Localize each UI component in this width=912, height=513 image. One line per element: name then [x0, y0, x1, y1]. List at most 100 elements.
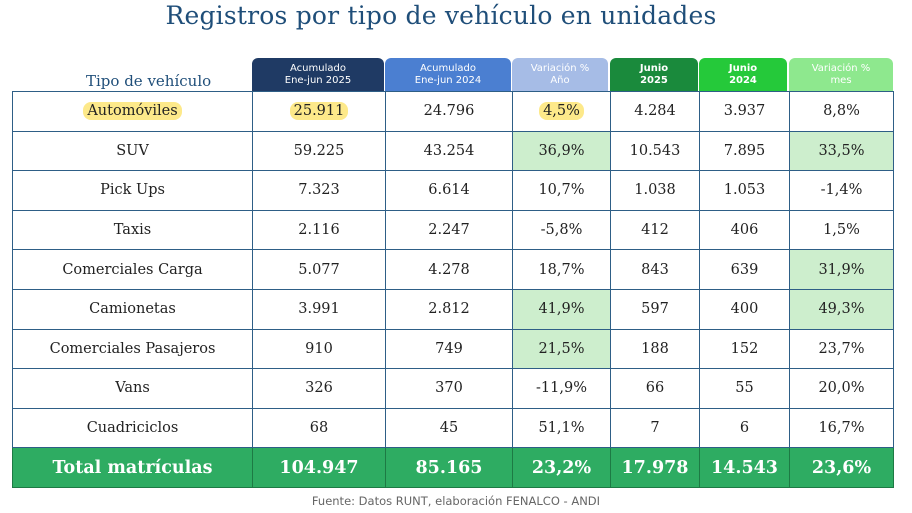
table-cell: 5.077: [252, 249, 386, 290]
value-highlight: 25.911: [289, 102, 349, 121]
table-cell: 188: [610, 328, 700, 370]
col-header-acumulado-2024: Acumulado Ene-jun 2024: [385, 58, 511, 92]
total-cell: 85.165: [385, 447, 513, 489]
col-header-line2: 2024: [729, 75, 757, 86]
table-row: Vans 326 370 -11,9% 66 55 20,0%: [12, 368, 894, 409]
table-row: Taxis 2.116 2.247 -5,8% 412 406 1,5%: [12, 209, 894, 251]
table-cell: 3.937: [699, 91, 790, 132]
col-header-line2: Ene-jun 2025: [284, 75, 352, 86]
row-label: Vans: [12, 368, 253, 409]
table-cell: 45: [385, 407, 513, 449]
table-cell: 43.254: [385, 130, 513, 172]
table-row: Camionetas 3.991 2.812 41,9% 597 400 49,…: [12, 288, 894, 330]
table-cell-highlighted: 21,5%: [512, 328, 611, 370]
source-note: Fuente: Datos RUNT, elaboración FENALCO …: [311, 494, 601, 508]
row-label: Camionetas: [12, 288, 253, 330]
table-cell: 16,7%: [789, 407, 894, 449]
value-highlight: 4,5%: [539, 102, 584, 121]
table-cell: 406: [699, 209, 790, 251]
table-cell: 1.053: [699, 170, 790, 211]
table-cell: 639: [699, 249, 790, 290]
table-cell: 18,7%: [512, 249, 611, 290]
row-label: Cuadriciclos: [12, 407, 253, 449]
table-cell: 10.543: [610, 130, 700, 172]
table-cell: 2.812: [385, 288, 513, 330]
total-label: Total matrículas: [12, 447, 253, 489]
total-cell: 17.978: [610, 447, 700, 489]
total-cell: 23,6%: [789, 447, 894, 489]
total-cell: 104.947: [252, 447, 386, 489]
table-cell-highlighted: 33,5%: [789, 130, 894, 172]
col-header-line1: Acumulado: [290, 63, 346, 74]
col-header-line2: mes: [830, 75, 852, 86]
table-cell: 20,0%: [789, 368, 894, 409]
table-cell: 7.895: [699, 130, 790, 172]
total-cell: 14.543: [699, 447, 790, 489]
table-cell: 8,8%: [789, 91, 894, 132]
col-header-line1: Junio: [728, 63, 758, 74]
row-label: Taxis: [12, 209, 253, 251]
table-row: Cuadriciclos 68 45 51,1% 7 6 16,7%: [12, 407, 894, 449]
table-row: SUV 59.225 43.254 36,9% 10.543 7.895 33,…: [12, 130, 894, 172]
table-cell: 400: [699, 288, 790, 330]
table-cell: 326: [252, 368, 386, 409]
table-cell: 370: [385, 368, 513, 409]
table-cell: -5,8%: [512, 209, 611, 251]
col-header-line2: Año: [550, 75, 570, 86]
table-cell: 7.323: [252, 170, 386, 211]
table-cell: 1,5%: [789, 209, 894, 251]
table-cell: 4,5%: [512, 91, 611, 132]
table-cell: 10,7%: [512, 170, 611, 211]
row-label: Comerciales Carga: [12, 249, 253, 290]
table-cell: 3.991: [252, 288, 386, 330]
table-cell: 152: [699, 328, 790, 370]
table-cell: 59.225: [252, 130, 386, 172]
table-cell: 6.614: [385, 170, 513, 211]
table-cell: 1.038: [610, 170, 700, 211]
col-header-line1: Variación %: [530, 63, 590, 74]
row-label: Pick Ups: [12, 170, 253, 211]
table-cell: -11,9%: [512, 368, 611, 409]
registros-table: Automóviles 25.911 24.796 4,5% 4.284 3.9…: [12, 91, 894, 489]
table-cell: 51,1%: [512, 407, 611, 449]
table-cell: 597: [610, 288, 700, 330]
col-header-line1: Acumulado: [420, 63, 476, 74]
table-cell: 24.796: [385, 91, 513, 132]
table-cell: 412: [610, 209, 700, 251]
table-cell: 25.911: [252, 91, 386, 132]
col-header-junio-2025: Junio 2025: [610, 58, 698, 92]
page-title: Registros por tipo de vehículo en unidad…: [165, 1, 717, 30]
row-header-label: Tipo de vehículo: [86, 72, 212, 90]
table-cell: 66: [610, 368, 700, 409]
table-cell: 7: [610, 407, 700, 449]
table-cell: 55: [699, 368, 790, 409]
table-row: Comerciales Carga 5.077 4.278 18,7% 843 …: [12, 249, 894, 290]
table-cell: 4.284: [610, 91, 700, 132]
table-cell: 23,7%: [789, 328, 894, 370]
table-cell: -1,4%: [789, 170, 894, 211]
col-header-junio-2024: Junio 2024: [699, 58, 787, 92]
row-label: Automóviles: [12, 91, 253, 132]
col-header-line2: Ene-jun 2024: [414, 75, 482, 86]
table-row: Automóviles 25.911 24.796 4,5% 4.284 3.9…: [12, 91, 894, 132]
table-row: Comerciales Pasajeros 910 749 21,5% 188 …: [12, 328, 894, 370]
table-cell: 2.116: [252, 209, 386, 251]
total-row: Total matrículas 104.947 85.165 23,2% 17…: [12, 447, 894, 489]
table-cell: 2.247: [385, 209, 513, 251]
table-cell: 843: [610, 249, 700, 290]
table-cell: 749: [385, 328, 513, 370]
col-header-variacion-ano: Variación % Año: [512, 58, 608, 92]
col-header-line1: Variación %: [811, 63, 871, 74]
col-header-variacion-mes: Variación % mes: [789, 58, 893, 92]
col-header-line2: 2025: [640, 75, 668, 86]
table-cell-highlighted: 49,3%: [789, 288, 894, 330]
table-cell-highlighted: 31,9%: [789, 249, 894, 290]
table-cell: 68: [252, 407, 386, 449]
col-header-line1: Junio: [639, 63, 669, 74]
table-cell-highlighted: 41,9%: [512, 288, 611, 330]
row-label: Comerciales Pasajeros: [12, 328, 253, 370]
col-header-acumulado-2025: Acumulado Ene-jun 2025: [252, 58, 384, 92]
table-cell: 6: [699, 407, 790, 449]
table-row: Pick Ups 7.323 6.614 10,7% 1.038 1.053 -…: [12, 170, 894, 211]
row-label-highlight: Automóviles: [83, 102, 182, 121]
